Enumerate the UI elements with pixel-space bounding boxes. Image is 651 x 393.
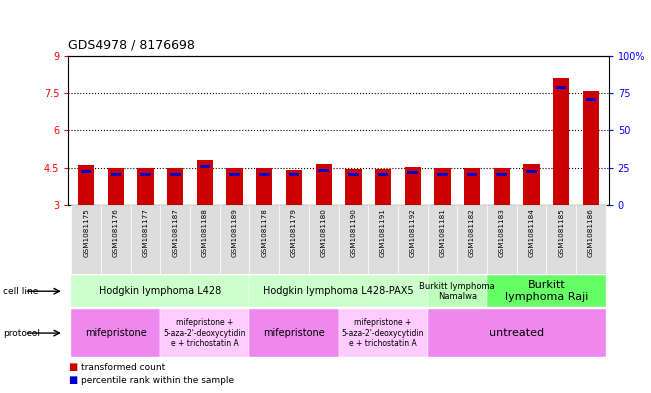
Bar — [437, 173, 448, 176]
Bar — [72, 205, 101, 274]
Text: GDS4978 / 8176698: GDS4978 / 8176698 — [68, 39, 195, 52]
Bar — [398, 205, 428, 274]
Bar — [464, 168, 480, 205]
Bar — [576, 205, 605, 274]
Bar — [111, 173, 121, 176]
Text: percentile rank within the sample: percentile rank within the sample — [81, 376, 234, 385]
Text: GSM1081188: GSM1081188 — [202, 209, 208, 257]
Text: Hodgkin lymphoma L428-PAX5: Hodgkin lymphoma L428-PAX5 — [263, 286, 414, 296]
Bar — [556, 86, 566, 89]
Bar — [378, 173, 389, 176]
Bar — [553, 78, 570, 205]
Bar — [428, 275, 487, 307]
Bar — [101, 205, 131, 274]
Bar — [256, 168, 273, 205]
Bar — [200, 165, 210, 168]
Text: GSM1081187: GSM1081187 — [173, 209, 178, 257]
Bar — [404, 167, 421, 205]
Bar — [160, 205, 190, 274]
Text: GSM1081186: GSM1081186 — [588, 209, 594, 257]
Bar — [348, 173, 359, 176]
Bar — [81, 170, 92, 173]
Bar — [428, 309, 605, 357]
Bar — [339, 205, 368, 274]
Bar — [375, 169, 391, 205]
Bar — [493, 168, 510, 205]
Text: Burkitt lymphoma
Namalwa: Burkitt lymphoma Namalwa — [419, 281, 495, 301]
Bar — [585, 98, 596, 101]
Bar — [279, 205, 309, 274]
Text: GSM1081176: GSM1081176 — [113, 209, 119, 257]
Text: GSM1081191: GSM1081191 — [380, 209, 386, 257]
Bar — [107, 168, 124, 205]
Bar — [345, 169, 361, 205]
Text: GSM1081182: GSM1081182 — [469, 209, 475, 257]
Text: ■: ■ — [68, 362, 77, 372]
Text: mifepristone +
5-aza-2'-deoxycytidin
e + trichostatin A: mifepristone + 5-aza-2'-deoxycytidin e +… — [163, 318, 246, 348]
Bar — [160, 309, 249, 357]
Bar — [167, 168, 184, 205]
Bar — [583, 91, 599, 205]
Bar — [339, 309, 428, 357]
Text: ■: ■ — [68, 375, 77, 385]
Text: untreated: untreated — [489, 328, 544, 338]
Bar — [137, 168, 154, 205]
Bar — [140, 173, 151, 176]
Bar — [170, 173, 180, 176]
Text: cell line: cell line — [3, 287, 38, 296]
Text: GSM1081184: GSM1081184 — [529, 209, 534, 257]
Bar — [131, 205, 160, 274]
Text: GSM1081189: GSM1081189 — [232, 209, 238, 257]
Bar — [523, 164, 540, 205]
Text: GSM1081177: GSM1081177 — [143, 209, 148, 257]
Text: GSM1081179: GSM1081179 — [291, 209, 297, 257]
Text: GSM1081181: GSM1081181 — [439, 209, 445, 257]
Bar — [309, 205, 339, 274]
Bar — [220, 205, 249, 274]
Text: Burkitt
lymphoma Raji: Burkitt lymphoma Raji — [505, 281, 588, 302]
Bar — [408, 171, 418, 174]
Text: transformed count: transformed count — [81, 363, 165, 371]
Bar — [249, 309, 339, 357]
Bar — [197, 160, 213, 205]
Bar — [229, 173, 240, 176]
Bar — [249, 205, 279, 274]
Bar — [428, 205, 457, 274]
Bar — [78, 165, 94, 205]
Bar — [546, 205, 576, 274]
Text: GSM1081178: GSM1081178 — [261, 209, 268, 257]
Bar — [368, 205, 398, 274]
Bar — [467, 173, 477, 176]
Text: mifepristone: mifepristone — [263, 328, 325, 338]
Bar — [249, 275, 428, 307]
Bar — [487, 275, 605, 307]
Bar — [517, 205, 546, 274]
Text: mifepristone +
5-aza-2'-deoxycytidin
e + trichostatin A: mifepristone + 5-aza-2'-deoxycytidin e +… — [342, 318, 424, 348]
Bar — [72, 309, 160, 357]
Bar — [288, 173, 299, 176]
Text: GSM1081192: GSM1081192 — [409, 209, 416, 257]
Bar — [457, 205, 487, 274]
Text: mifepristone: mifepristone — [85, 328, 146, 338]
Bar — [286, 170, 302, 205]
Bar — [72, 275, 249, 307]
Text: GSM1081175: GSM1081175 — [83, 209, 89, 257]
Bar — [318, 169, 329, 172]
Text: GSM1081190: GSM1081190 — [350, 209, 356, 257]
Text: GSM1081185: GSM1081185 — [558, 209, 564, 257]
Bar — [190, 205, 220, 274]
Text: protocol: protocol — [3, 329, 40, 338]
Text: GSM1081180: GSM1081180 — [321, 209, 327, 257]
Bar — [497, 173, 507, 176]
Bar — [526, 170, 537, 173]
Bar — [316, 164, 332, 205]
Text: Hodgkin lymphoma L428: Hodgkin lymphoma L428 — [99, 286, 221, 296]
Bar — [434, 168, 450, 205]
Bar — [227, 168, 243, 205]
Text: GSM1081183: GSM1081183 — [499, 209, 505, 257]
Bar — [487, 205, 517, 274]
Bar — [259, 173, 270, 176]
